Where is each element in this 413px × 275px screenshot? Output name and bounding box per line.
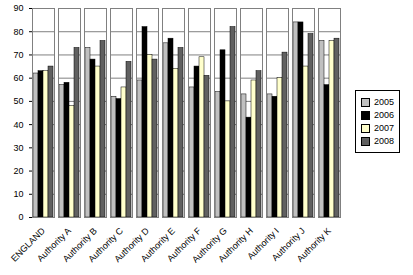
svg-text:Authority J: Authority J <box>269 225 307 263</box>
svg-text:Authority A: Authority A <box>35 225 73 264</box>
svg-text:Authority G: Authority G <box>190 225 229 265</box>
svg-text:ENGLAND: ENGLAND <box>9 225 47 264</box>
html-text:2007: 2007 <box>374 123 394 133</box>
svg-text:60: 60 <box>13 73 23 83</box>
svg-text:40: 40 <box>13 119 23 129</box>
svg-text:30: 30 <box>13 143 23 153</box>
svg-text:90: 90 <box>13 3 23 13</box>
html-text:2005: 2005 <box>374 97 394 107</box>
svg-text:Authority F: Authority F <box>165 225 203 264</box>
svg-text:50: 50 <box>13 96 23 106</box>
svg-text:Authority C: Authority C <box>86 225 125 265</box>
svg-text:Authority D: Authority D <box>112 225 151 265</box>
svg-text:Authority K: Authority K <box>295 226 333 264</box>
svg-text:Authority I: Authority I <box>245 225 281 262</box>
svg-text:80: 80 <box>13 27 23 37</box>
svg-text:Authority E: Authority E <box>138 225 177 264</box>
svg-text:10: 10 <box>13 189 23 199</box>
svg-text:Authority B: Authority B <box>60 225 99 264</box>
svg-text:Authority H: Authority H <box>216 225 255 265</box>
svg-text:0: 0 <box>18 212 23 222</box>
html-text:2008: 2008 <box>374 136 394 146</box>
svg-text:20: 20 <box>13 166 23 176</box>
html-text:2006: 2006 <box>374 110 394 120</box>
svg-text:70: 70 <box>13 50 23 60</box>
